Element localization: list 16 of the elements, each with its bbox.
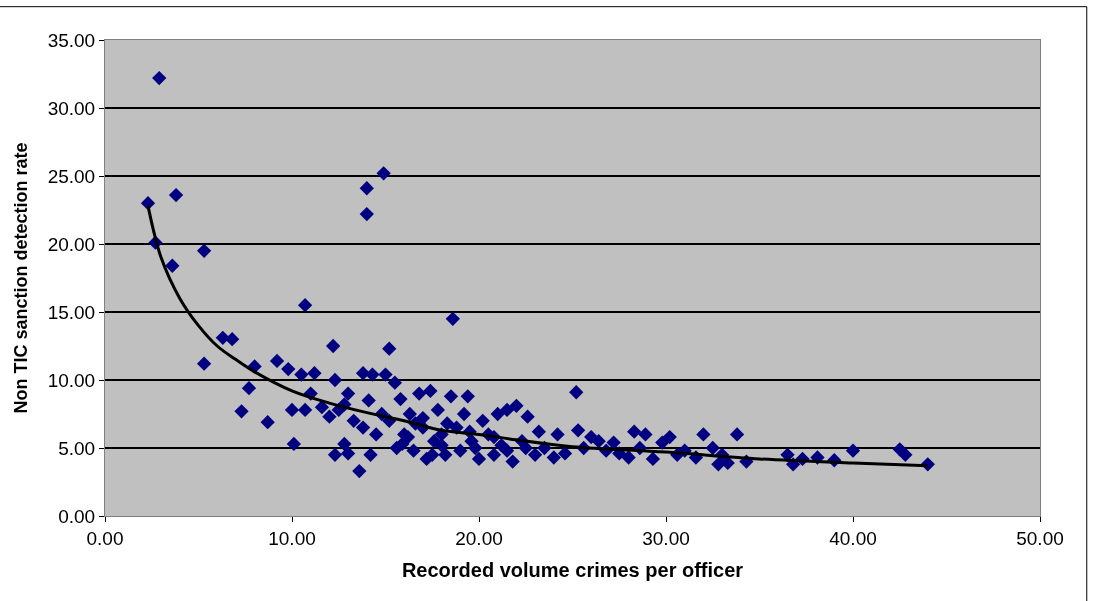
y-tick-label: 25.00 xyxy=(47,165,96,187)
y-tick-label: 30.00 xyxy=(47,97,96,119)
y-axis-title: Non TIC sanction detection rate xyxy=(10,142,31,414)
y-tick-label: 5.00 xyxy=(58,437,96,459)
y-tick-label: 35.00 xyxy=(47,29,96,51)
y-tick-label: 0.00 xyxy=(58,505,96,527)
y-tick-label: 10.00 xyxy=(47,369,96,391)
y-tick-label: 20.00 xyxy=(47,233,96,255)
x-tick-label: 0.00 xyxy=(86,527,124,549)
x-tick-label: 10.00 xyxy=(268,527,316,549)
x-tick-label: 50.00 xyxy=(1016,527,1064,549)
y-tick-label: 15.00 xyxy=(47,301,96,323)
x-axis-title: Recorded volume crimes per officer xyxy=(401,559,744,582)
x-tick-label: 20.00 xyxy=(455,527,503,549)
x-tick-label: 40.00 xyxy=(829,527,877,549)
x-tick-label: 30.00 xyxy=(642,527,690,549)
